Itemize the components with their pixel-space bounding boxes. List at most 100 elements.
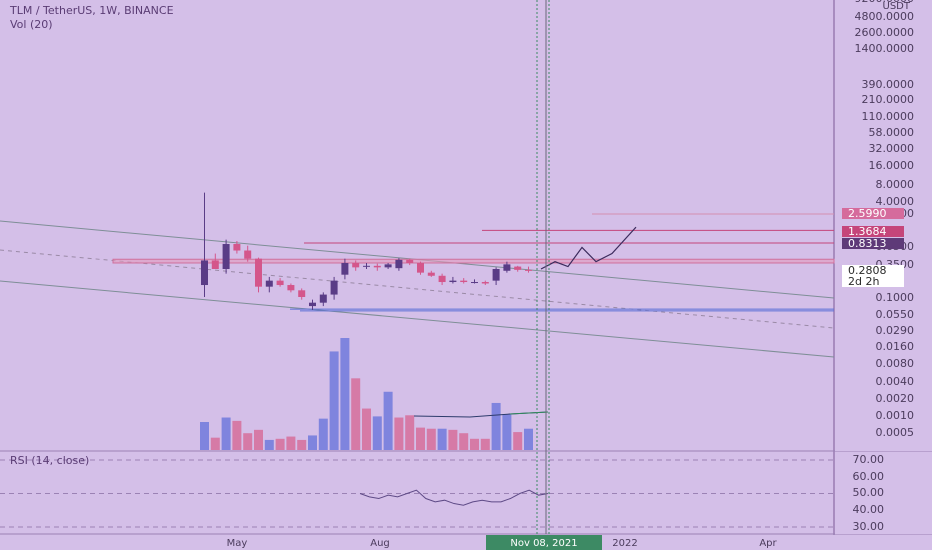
volume-bar: [426, 428, 436, 450]
price-axis-tick: 0.0160: [876, 340, 915, 353]
price-axis-tick: 390.0000: [862, 78, 915, 91]
candle-body: [276, 280, 284, 286]
volume-bar: [394, 417, 404, 450]
price-label-box: [842, 276, 904, 287]
rsi-axis-tick: 40.00: [853, 503, 885, 516]
price-label: 2.5990: [848, 207, 887, 220]
volume-bar: [480, 438, 490, 450]
candle-body: [449, 280, 457, 283]
rsi-axis-background: [835, 452, 932, 534]
rsi-axis-tick: 50.00: [853, 486, 885, 499]
time-axis-tick: May: [227, 538, 248, 549]
volume-bar: [513, 432, 523, 450]
volume-bar: [372, 416, 382, 450]
price-axis-unit: USDT: [883, 1, 911, 12]
price-label-box: [842, 226, 904, 237]
price-axis-tick: 1400.0000: [855, 42, 915, 55]
candle-body: [471, 282, 478, 284]
price-axis-tick: 32.0000: [869, 142, 915, 155]
time-axis-tick: 2022: [612, 538, 637, 549]
volume-bar: [329, 351, 339, 450]
candle-body: [373, 265, 381, 268]
rsi-axis-tick: 60.00: [853, 470, 885, 483]
candle-body: [481, 282, 489, 284]
price-axis-tick: 0.0005: [876, 426, 915, 439]
candle-body: [255, 258, 262, 287]
candle-body: [298, 290, 306, 297]
candle-body: [330, 280, 338, 295]
candle-body: [363, 265, 370, 267]
volume-bar: [383, 391, 393, 450]
price-axis[interactable]: USDT9200.0000 4800.0000 2600.0000 1400.0000…: [835, 0, 932, 451]
supply-zone: [112, 258, 835, 264]
candle-body: [265, 280, 273, 287]
candle-body: [438, 275, 446, 283]
volume-bar: [318, 418, 328, 450]
volume-bar: [221, 417, 231, 450]
candle-body: [460, 280, 468, 283]
rsi-axis-tick: 70.00: [853, 453, 885, 466]
price-axis-tick: 8.0000: [876, 178, 915, 191]
price-label-box: [842, 208, 904, 219]
time-axis[interactable]: May Aug Nov 08, 2021 2022 Apr: [0, 535, 932, 550]
symbol-title[interactable]: TLM / TetherUS, 1W, BINANCE: [10, 4, 174, 17]
volume-bar: [502, 414, 512, 450]
volume-bar: [286, 436, 296, 450]
volume-bar: [275, 438, 285, 450]
price-axis-tick: 0.0550: [876, 308, 915, 321]
volume-bar: [308, 435, 317, 450]
candle-body: [406, 259, 414, 263]
candle-body: [233, 244, 241, 251]
price-label: 0.2808: [848, 264, 887, 277]
price-axis-tick: 0.0010: [876, 409, 915, 422]
price-label: 1.3684: [848, 225, 887, 238]
volume-bar: [362, 408, 371, 450]
price-label: 0.8313: [848, 237, 887, 250]
rsi-axis: 70.00 60.00 50.00 40.00 30.00: [835, 452, 932, 534]
time-axis-tick: Aug: [370, 538, 390, 549]
candle-body: [417, 262, 424, 273]
candle-body: [395, 259, 403, 269]
volume-bar: [437, 428, 447, 450]
candle-body: [287, 285, 295, 291]
price-axis-tick: 4.0000: [876, 195, 915, 208]
current-date-label-box: [486, 535, 602, 550]
price-axis-tick: 0.0020: [876, 392, 915, 405]
candles: [201, 192, 532, 311]
candle-body: [525, 269, 532, 271]
time-axis-tick: Apr: [759, 538, 777, 549]
price-axis-tick: 16.0000: [869, 159, 915, 172]
volume-indicator-label[interactable]: Vol (20): [10, 18, 53, 31]
candle-body: [244, 250, 252, 259]
price-axis-tick: 210.0000: [862, 93, 915, 106]
volume-bar: [459, 433, 469, 450]
volume-bars: [200, 338, 549, 450]
price-label: 2d 2h: [848, 275, 879, 288]
rsi-axis-tick: 30.00: [853, 520, 885, 533]
price-axis-background: [835, 0, 932, 451]
time-axis-background: [0, 535, 932, 550]
volume-bar: [470, 438, 479, 450]
rsi-indicator-label[interactable]: RSI (14, close): [10, 454, 90, 467]
rsi-pane: [0, 459, 834, 528]
candle-body: [352, 262, 360, 268]
volume-bar: [264, 439, 274, 450]
candle-body: [341, 262, 349, 275]
price-axis-tick: 0.0290: [876, 324, 915, 337]
projection-path: [540, 226, 637, 270]
candle-body: [309, 302, 316, 307]
volume-bar: [340, 338, 350, 450]
levels: [112, 213, 835, 312]
volume-bar: [448, 429, 458, 450]
price-label-box: [842, 265, 904, 276]
candle-body: [514, 266, 522, 270]
candle-body: [384, 264, 392, 268]
projection-line: [540, 226, 637, 270]
candle-body: [427, 272, 435, 276]
price-label-box: [842, 238, 904, 249]
volume-bar: [210, 437, 220, 450]
price-axis-tick: 110.0000: [862, 110, 915, 123]
candle-body: [211, 260, 219, 270]
